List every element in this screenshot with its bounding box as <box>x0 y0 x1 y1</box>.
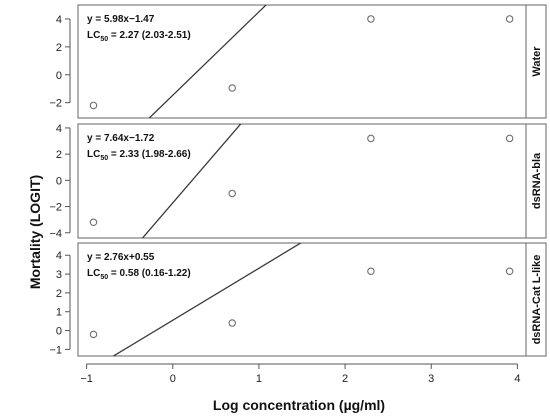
y-tick-label: 4 <box>56 14 62 26</box>
x-tick-label: −1 <box>80 373 93 385</box>
panel-dsrna-cat-l-like: dsRNA-Cat L-like −1 0 1 2 3 4 y = 2.76x+0.55 LC5… <box>49 242 547 357</box>
y-tick-label: −4 <box>49 228 62 240</box>
y-tick-label: −1 <box>49 344 62 356</box>
lc50-value: = 2.33 (1.98-2.66) <box>108 149 191 160</box>
x-tick-label: 3 <box>428 373 434 385</box>
data-point <box>367 15 375 23</box>
y-axis-title: Mortality (LOGIT) <box>27 175 43 289</box>
x-tick-label: 4 <box>514 373 520 385</box>
x-tick-label: 1 <box>256 373 262 385</box>
data-point <box>228 189 236 198</box>
lc50-label: LC50 = 0.58 (0.16-1.22) <box>87 268 191 281</box>
fit-equation: y = 7.64x−1.72 <box>87 133 155 144</box>
data-point <box>89 330 98 339</box>
y-tick-label: −2 <box>49 202 62 214</box>
lc50-subscript: 50 <box>100 155 108 162</box>
data-point <box>367 134 375 143</box>
lc50-value: = 0.58 (0.16-1.22) <box>108 268 191 279</box>
lc50-label: LC50 = 2.33 (1.98-2.66) <box>87 149 191 162</box>
y-tick-label: 2 <box>56 149 62 161</box>
data-point <box>228 319 236 327</box>
panel-strip <box>525 123 547 239</box>
y-tick-label: 0 <box>56 326 62 338</box>
lc50-prefix: LC <box>87 149 100 160</box>
x-tick-label: 2 <box>342 373 348 385</box>
regression-line <box>141 124 242 238</box>
y-tick-label: 2 <box>56 288 62 300</box>
panel-strip-label: dsRNA-Cat L-like <box>531 255 543 345</box>
data-point <box>89 101 98 110</box>
y-tick-label: 0 <box>56 70 62 82</box>
panel-strip <box>525 4 547 119</box>
regression-line <box>148 5 267 118</box>
y-tick-label: 0 <box>56 175 62 187</box>
data-point <box>505 15 514 23</box>
panel-dsrna-bla: dsRNA-bla −4 −2 0 2 4 y = 7.64x−1.72 LC50 = 2.3… <box>49 123 547 240</box>
y-tick-label: 4 <box>56 250 62 262</box>
y-tick-label: 2 <box>56 42 62 54</box>
lc50-label: LC50 = 2.27 (2.03-2.51) <box>87 30 191 43</box>
panel-water: Water −2 0 2 4 y = 5.98x−1.47 LC50 = 2.27 (2.0… <box>49 4 547 119</box>
data-point <box>505 267 514 275</box>
x-axis: −1 0 1 2 3 4 <box>80 363 520 385</box>
lc50-prefix: LC <box>87 268 100 279</box>
y-tick-label: 4 <box>56 123 62 135</box>
x-tick-label: 0 <box>170 373 176 385</box>
y-tick-label: 3 <box>56 269 62 281</box>
lc50-value: = 2.27 (2.03-2.51) <box>108 30 191 41</box>
data-point <box>505 134 514 143</box>
panel-strip-label: Water <box>531 46 543 77</box>
fit-equation: y = 5.98x−1.47 <box>87 14 155 25</box>
x-axis-title: Log concentration (µg/ml) <box>213 397 385 413</box>
fit-equation: y = 2.76x+0.55 <box>87 252 155 263</box>
lc50-subscript: 50 <box>100 36 108 43</box>
panel-strip-label: dsRNA-bla <box>531 152 543 209</box>
y-tick-label: −2 <box>49 98 62 110</box>
data-point <box>89 218 98 227</box>
y-tick-label: 1 <box>56 307 62 319</box>
panel-strip <box>525 242 547 357</box>
lc50-subscript: 50 <box>100 274 108 281</box>
data-point <box>367 267 375 275</box>
lc50-prefix: LC <box>87 30 100 41</box>
regression-line <box>112 243 303 356</box>
data-point <box>228 84 236 92</box>
